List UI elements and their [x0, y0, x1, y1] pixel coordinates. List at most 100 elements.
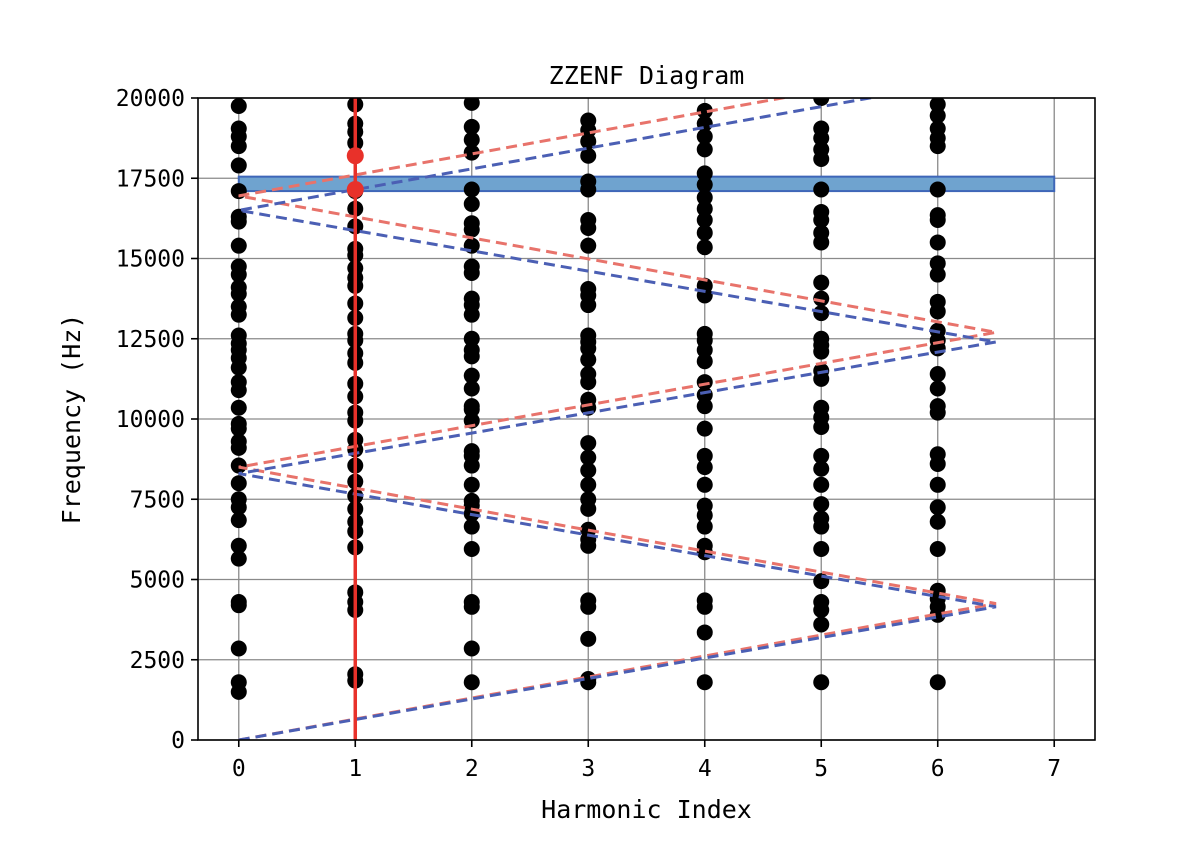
data-point — [813, 224, 830, 241]
data-point — [463, 118, 480, 135]
data-point — [929, 255, 946, 272]
data-point — [929, 107, 946, 124]
data-point — [813, 541, 830, 558]
data-point — [929, 120, 946, 137]
data-point — [463, 367, 480, 384]
blue-dashed-line — [238, 98, 997, 740]
data-point — [463, 593, 480, 610]
data-point — [696, 420, 713, 437]
data-point — [463, 518, 480, 535]
data-point — [696, 325, 713, 342]
y-tick-label: 7500 — [130, 487, 185, 513]
data-point — [463, 476, 480, 493]
data-point — [463, 443, 480, 460]
data-point — [580, 435, 597, 452]
data-point — [463, 144, 480, 161]
data-point — [463, 131, 480, 148]
data-point — [463, 398, 480, 415]
data-point — [463, 640, 480, 657]
data-point — [696, 447, 713, 464]
data-point — [230, 298, 247, 315]
data-point — [696, 497, 713, 514]
data-point — [696, 141, 713, 158]
data-point — [580, 237, 597, 254]
highlight-point — [346, 180, 364, 198]
data-point — [580, 351, 597, 368]
data-point — [230, 374, 247, 391]
data-point — [580, 173, 597, 190]
red-dashed-line — [238, 98, 997, 740]
data-point — [929, 476, 946, 493]
data-point — [929, 98, 946, 113]
data-point — [463, 195, 480, 212]
data-point — [813, 476, 830, 493]
data-point — [230, 537, 247, 554]
data-point — [813, 203, 830, 220]
data-point — [813, 674, 830, 691]
data-point — [929, 207, 946, 224]
data-point — [463, 215, 480, 232]
data-point — [463, 290, 480, 307]
data-point — [580, 476, 597, 493]
highlight-point — [346, 147, 364, 165]
data-point — [813, 447, 830, 464]
data-point — [463, 674, 480, 691]
data-point — [929, 380, 946, 397]
data-point — [929, 499, 946, 516]
data-point — [696, 537, 713, 554]
y-axis-label: Frequency (Hz) — [57, 314, 86, 525]
data-point — [696, 353, 713, 370]
y-tick-label: 17500 — [116, 166, 185, 192]
data-point — [813, 120, 830, 137]
data-point — [463, 341, 480, 358]
data-point — [230, 399, 247, 416]
plot-area — [230, 98, 1056, 740]
data-point — [813, 593, 830, 610]
data-point — [696, 211, 713, 228]
data-point — [230, 491, 247, 508]
data-point — [696, 459, 713, 476]
y-tick-label: 0 — [171, 728, 185, 754]
data-point — [813, 496, 830, 513]
data-point — [580, 112, 597, 129]
data-point — [463, 492, 480, 509]
data-point — [696, 674, 713, 691]
chart-title: ZZENF Diagram — [549, 61, 745, 90]
data-point — [230, 457, 247, 474]
x-tick-label: 2 — [465, 756, 479, 782]
data-point — [696, 102, 713, 119]
data-point — [463, 380, 480, 397]
data-point — [929, 513, 946, 530]
data-point — [230, 237, 247, 254]
data-point — [929, 398, 946, 415]
data-point — [580, 630, 597, 647]
data-point — [230, 475, 247, 492]
data-point — [463, 330, 480, 347]
data-point — [463, 412, 480, 429]
data-point — [929, 234, 946, 251]
x-tick-label: 1 — [348, 756, 362, 782]
data-point — [813, 460, 830, 477]
data-point — [580, 491, 597, 508]
data-point — [813, 141, 830, 158]
x-tick-label: 3 — [581, 756, 595, 782]
x-tick-label: 7 — [1047, 756, 1061, 782]
data-point — [696, 592, 713, 609]
data-point — [813, 290, 830, 307]
data-point — [696, 398, 713, 415]
data-point — [230, 433, 247, 450]
data-point — [580, 366, 597, 383]
data-point — [813, 573, 830, 590]
data-point — [230, 674, 247, 691]
x-tick-label: 5 — [814, 756, 828, 782]
data-point — [230, 415, 247, 432]
data-point — [230, 512, 247, 529]
data-point — [929, 446, 946, 463]
y-tick-label: 15000 — [116, 247, 185, 273]
data-point — [696, 224, 713, 241]
data-point — [813, 399, 830, 416]
axes: 0 1 2 3 4 5 6 7 0 2500 5000 7500 10000 12500 15000 1750… — [116, 86, 1061, 782]
data-point — [696, 518, 713, 535]
y-tick-label: 12500 — [116, 327, 185, 353]
